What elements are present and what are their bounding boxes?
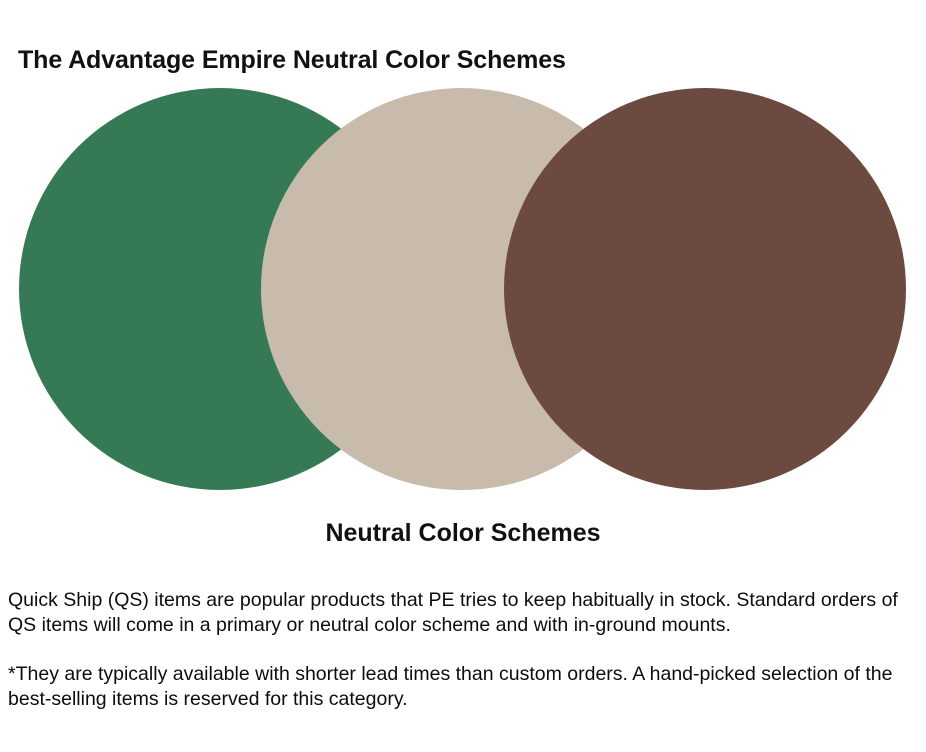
body-copy: Quick Ship (QS) items are popular produc… xyxy=(8,588,908,712)
swatch-caption: Neutral Color Schemes xyxy=(325,519,601,547)
color-swatch-group xyxy=(0,88,926,494)
body-paragraph-2: *They are typically available with short… xyxy=(8,663,893,710)
color-swatch-brown xyxy=(504,88,906,490)
body-paragraph-1: Quick Ship (QS) items are popular produc… xyxy=(8,589,898,636)
page-title: The Advantage Empire Neutral Color Schem… xyxy=(18,45,566,74)
